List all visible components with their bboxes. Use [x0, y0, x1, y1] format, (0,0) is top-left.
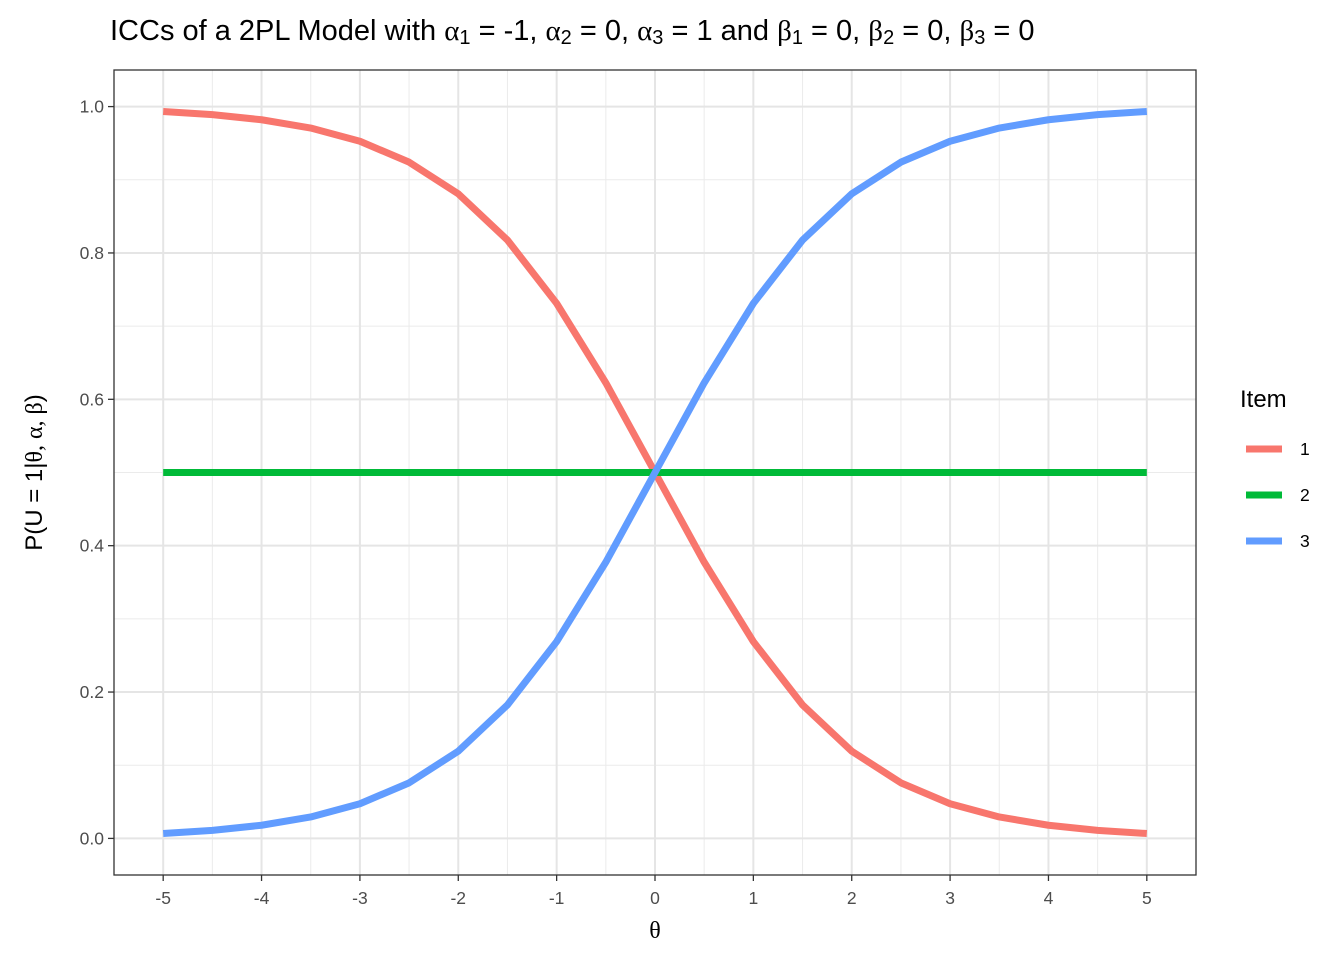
x-tick-label: -4 [254, 888, 270, 908]
series-lines [162, 107, 1148, 838]
x-axis-title: θ [649, 918, 661, 944]
x-tick-label: 1 [748, 888, 758, 908]
title-part: = 1 and [663, 15, 777, 47]
title-part: β [777, 15, 792, 47]
title-part: 1 [459, 27, 470, 49]
title-part: 2 [883, 27, 894, 49]
title-part: α [444, 15, 459, 47]
legend-title: Item [1240, 386, 1287, 413]
legend-label-item-3: 3 [1300, 531, 1310, 551]
x-axis: -5 -4 -3 -2 -1 0 1 2 3 4 5 [155, 875, 1152, 908]
x-tick-label: 5 [1142, 888, 1152, 908]
chart-title: ICCs of a 2PL Model with α1 = -1, α2 = 0… [110, 15, 1035, 49]
y-tick-label: 0.0 [80, 828, 105, 848]
y-tick-label: 0.4 [80, 536, 105, 556]
legend-items: 1 2 3 [1246, 439, 1310, 551]
y-tick-label: 1.0 [80, 97, 105, 117]
title-part: α [637, 15, 652, 47]
x-tick-label: -1 [549, 888, 565, 908]
x-tick-label: 3 [945, 888, 955, 908]
series-line-item-3 [162, 107, 1148, 838]
y-axis-title-part: ) [21, 394, 48, 402]
x-tick-label: -2 [450, 888, 466, 908]
y-axis: 0.0 0.2 0.4 0.6 0.8 1.0 [80, 97, 114, 848]
title-part: β [868, 15, 883, 47]
x-tick-label: -5 [155, 888, 171, 908]
title-part: = 0 [985, 15, 1034, 47]
title-part: = 0, [894, 15, 959, 47]
y-tick-label: 0.2 [80, 682, 104, 702]
y-axis-title-part: | [21, 463, 48, 469]
title-part: 3 [652, 27, 663, 49]
x-tick-label: 0 [650, 888, 660, 908]
title-part: 1 [792, 27, 803, 49]
y-axis-title-part: P(U = 1 [21, 469, 48, 551]
y-tick-label: 0.8 [80, 243, 104, 263]
title-part: = -1, [471, 15, 546, 47]
title-part: = 0, [572, 15, 637, 47]
title-part: β [959, 15, 974, 47]
x-tick-label: -3 [352, 888, 368, 908]
title-part: ICCs of a 2PL Model with [110, 15, 444, 47]
title-part: 3 [974, 27, 985, 49]
x-tick-label: 4 [1044, 888, 1054, 908]
legend: Item 1 2 3 [1240, 386, 1310, 551]
y-axis-title-part: θ, α, β [22, 402, 48, 462]
legend-label-item-2: 2 [1300, 485, 1310, 505]
title-part: = 0, [803, 15, 868, 47]
title-part: α [545, 15, 560, 47]
x-tick-label: 2 [847, 888, 857, 908]
y-axis-title: P(U = 1|θ, α, β) [21, 394, 48, 551]
title-part: 2 [561, 27, 572, 49]
y-tick-label: 0.6 [80, 389, 104, 409]
legend-label-item-1: 1 [1300, 439, 1310, 459]
